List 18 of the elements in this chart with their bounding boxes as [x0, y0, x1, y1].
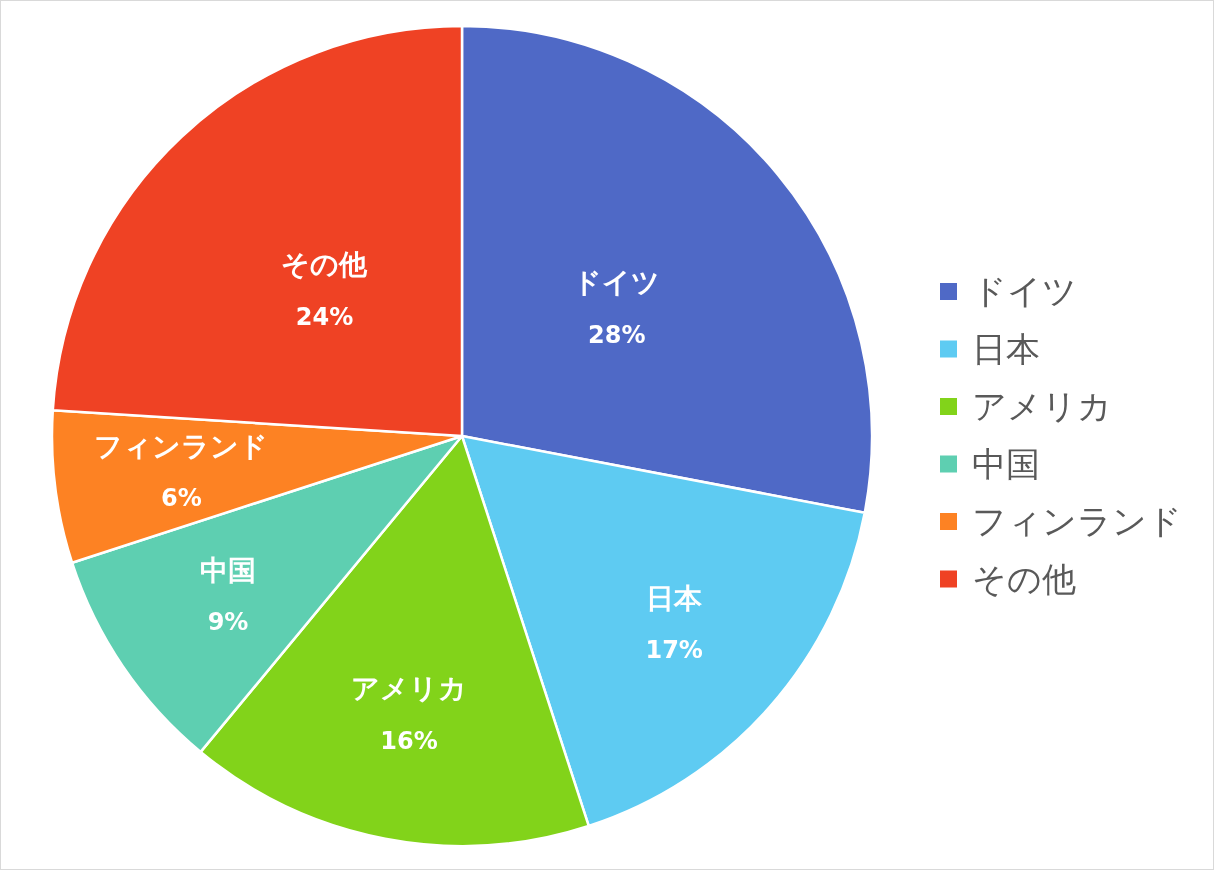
slice-label: アメリカ [350, 672, 467, 706]
legend-label: 中国 [972, 443, 1040, 484]
slice-label: ドイツ [573, 266, 661, 300]
legend-label: アメリカ [972, 386, 1112, 426]
slice-label: 日本 [646, 581, 704, 615]
slice-label: その他 [281, 248, 369, 282]
legend-label: 日本 [972, 328, 1040, 369]
data-label: 6% [160, 484, 202, 513]
slice-label: フィンランド [94, 429, 269, 463]
slice-label: 中国 [200, 553, 257, 587]
data-label: 17% [645, 636, 703, 665]
legend-label: フィンランド [972, 501, 1182, 541]
data-label: 9% [207, 608, 249, 637]
data-label: 24% [295, 302, 354, 331]
legend-label: その他 [972, 558, 1076, 599]
legend-label: ドイツ [972, 271, 1077, 311]
data-label: 28% [588, 320, 646, 349]
data-label: 16% [380, 726, 438, 755]
